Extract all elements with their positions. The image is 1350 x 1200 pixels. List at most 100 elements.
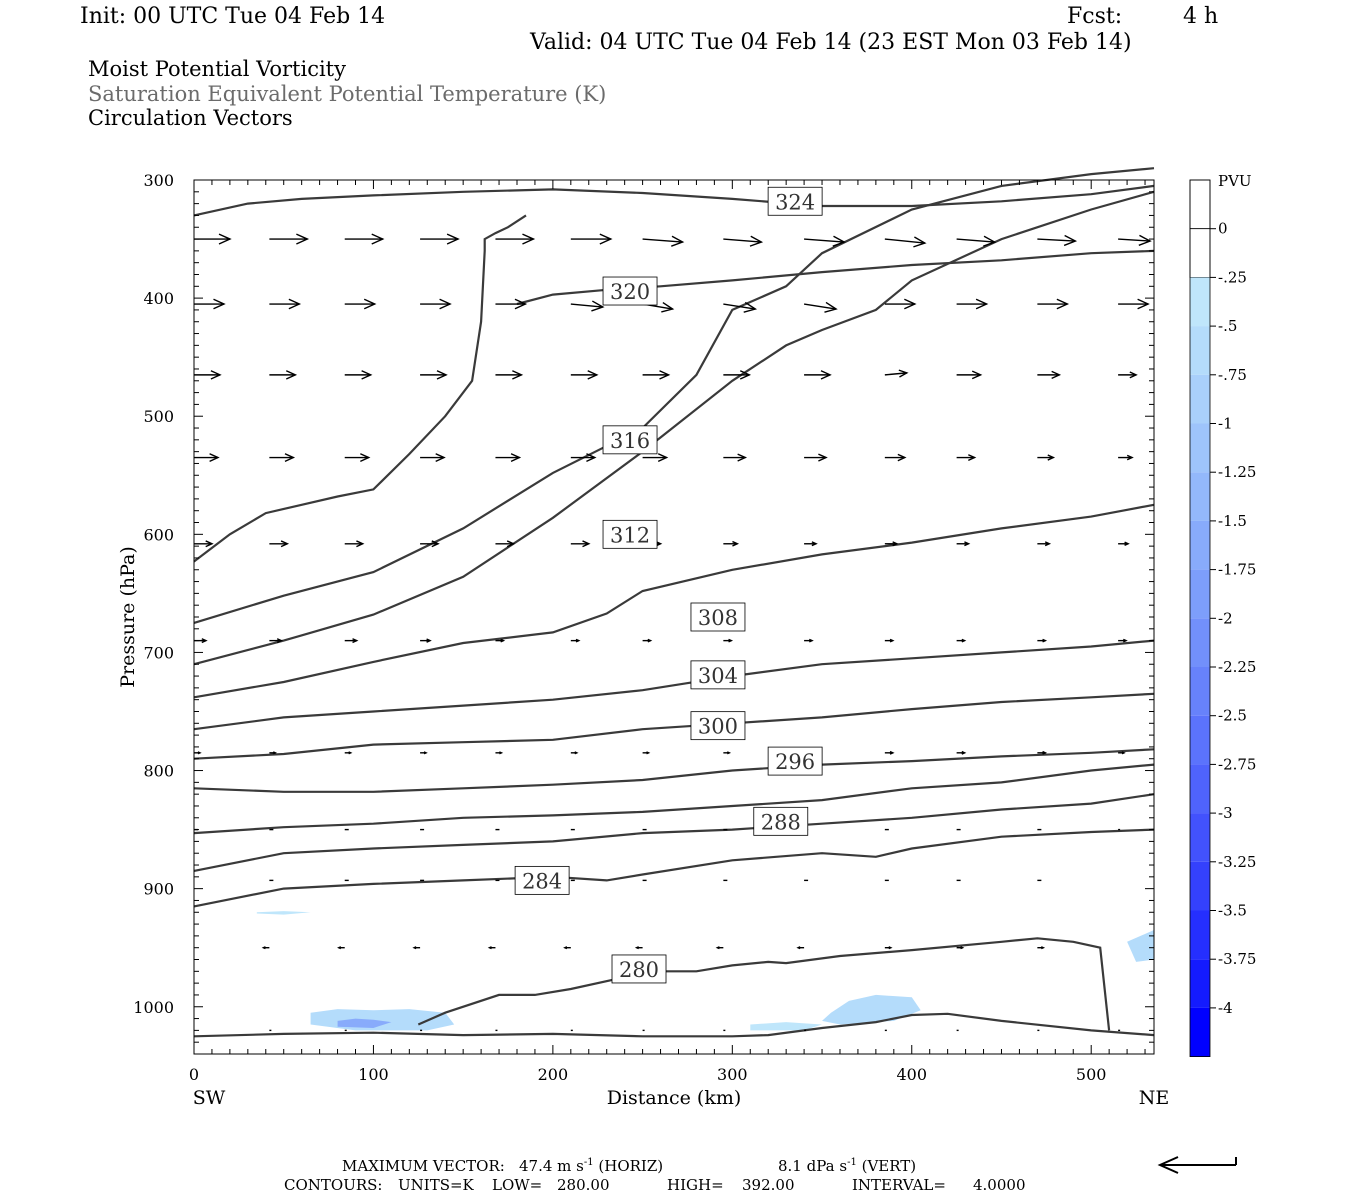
circulation-vector-head: [646, 751, 651, 755]
y-tick-label: 500: [143, 407, 174, 426]
circulation-vector-head: [1137, 298, 1150, 310]
colorbar-cell: [1189, 228, 1211, 278]
circulation-vector-head: [522, 233, 536, 245]
circulation-vector-head: [889, 638, 895, 643]
contour-label-box: [753, 806, 809, 836]
contour-label: 296: [775, 750, 815, 774]
colorbar-cell: [1189, 179, 1211, 230]
circulation-vector-head: [832, 235, 846, 247]
contours-high-label: HIGH=: [667, 1176, 724, 1194]
colorbar-cell: [1190, 277, 1210, 327]
contour-label-box: [514, 865, 570, 895]
colorbar-label: -1.75: [1218, 561, 1256, 579]
circulation-vector-head: [889, 750, 895, 755]
contour-label: 300: [698, 715, 738, 739]
colorbar-label: -1: [1218, 415, 1233, 433]
circulation-vector-head: [288, 298, 302, 310]
colorbar-label: -2.25: [1218, 658, 1256, 676]
colorbar-cell: [1190, 959, 1210, 1008]
colorbar-cell: [1190, 667, 1210, 716]
circulation-vector-head: [587, 370, 599, 380]
circulation-vector-head: [356, 540, 365, 548]
circulation-vector: [884, 238, 925, 244]
theta-contour-300: [193, 692, 1155, 760]
circulation-vector-head: [659, 370, 671, 380]
circulation-vector-head: [205, 540, 214, 548]
max-vector-vert: 8.1 dPa s-1 (VERT): [778, 1157, 917, 1175]
field-title-vectors: Circulation Vectors: [88, 106, 293, 130]
circulation-vector-head: [964, 541, 971, 547]
circulation-vector-head: [197, 751, 202, 755]
theta-contour-324: [193, 184, 1155, 217]
contour-label-box: [611, 954, 667, 984]
contour-label-box: [767, 746, 823, 776]
theta-contour-308: [193, 503, 1155, 699]
x-tick-label: 300: [717, 1065, 748, 1084]
circulation-vector-head: [897, 453, 907, 462]
theta-contour-280: [417, 937, 1111, 1031]
circulation-vector-head: [500, 638, 506, 643]
x-axis-right-end: NE: [1139, 1087, 1170, 1109]
contour-label: 308: [698, 606, 738, 630]
y-tick-label: 600: [143, 525, 174, 544]
circulation-vector-head: [1040, 946, 1046, 950]
circulation-vector: [723, 238, 762, 243]
circulation-vector-head: [898, 369, 909, 378]
circulation-vector-head: [671, 235, 685, 247]
contours-high-value: 392.00: [742, 1176, 795, 1194]
x-tick-label: 200: [538, 1065, 569, 1084]
circulation-vector-head: [737, 453, 748, 462]
x-tick-label: 100: [358, 1065, 389, 1084]
colorbar-label: -1.25: [1218, 463, 1256, 481]
x-tick-label: 500: [1076, 1065, 1107, 1084]
circulation-vector-head: [1047, 454, 1056, 461]
circulation-vector-head: [487, 946, 492, 950]
pv-region: [822, 994, 921, 1025]
circulation-vector-head: [657, 453, 669, 462]
circulation-vector: [803, 303, 837, 310]
circulation-vector-head: [284, 453, 296, 462]
circulation-vector-head: [439, 298, 452, 310]
circulation-vector-head: [296, 233, 310, 245]
circulation-vector-head: [499, 751, 504, 755]
y-axis-title: Pressure (hPa): [117, 546, 139, 688]
axis-tick-layer: 0 100 200 300 400 500 300 400 500 600 700 800 900 100…: [133, 171, 1154, 1084]
theta-contour-280: [193, 1012, 1155, 1038]
circulation-vector-head: [514, 298, 528, 310]
circulation-vector-head: [563, 946, 568, 950]
circulation-vector-head: [575, 638, 581, 643]
circulation-vector-head: [904, 298, 917, 310]
contour-label-box: [602, 425, 658, 455]
circulation-vector-head: [739, 370, 752, 380]
circulation-vector-head: [1042, 638, 1048, 643]
circulation-vector-head: [661, 301, 675, 313]
plot-frame: [193, 179, 1155, 1055]
colorbar-cell: [1190, 813, 1210, 862]
theta-contour-316: [193, 214, 527, 563]
circulation-vector-head: [983, 235, 997, 247]
circulation-vector-head: [426, 638, 432, 643]
pv-region: [256, 911, 311, 915]
circulation-vector: [570, 303, 603, 308]
circulation-vector-head: [213, 298, 226, 310]
contour-label: 284: [522, 869, 562, 893]
circulation-vector-head: [809, 638, 814, 643]
field-title-theta: Saturation Equivalent Potential Temperat…: [88, 82, 607, 106]
circulation-vector-head: [1042, 750, 1048, 755]
colorbar-label: -2.5: [1218, 707, 1247, 725]
colorbar-label: -1.5: [1218, 512, 1247, 530]
x-tick-label: 400: [896, 1065, 927, 1084]
circulation-vector-head: [728, 638, 734, 643]
circulation-vector: [884, 372, 907, 376]
pv-region: [310, 1009, 455, 1031]
circulation-vector-head: [348, 751, 353, 755]
colorbar-cell: [1190, 520, 1210, 570]
circulation-vector-head: [280, 540, 290, 548]
circulation-vector: [804, 238, 845, 243]
colorbar-label: -2: [1218, 609, 1233, 627]
circulation-vector-head: [436, 370, 448, 380]
circulation-vector-head: [818, 453, 828, 462]
colorbar-cell: [1190, 861, 1210, 911]
contours-interval-value: 4.0000: [973, 1176, 1026, 1194]
